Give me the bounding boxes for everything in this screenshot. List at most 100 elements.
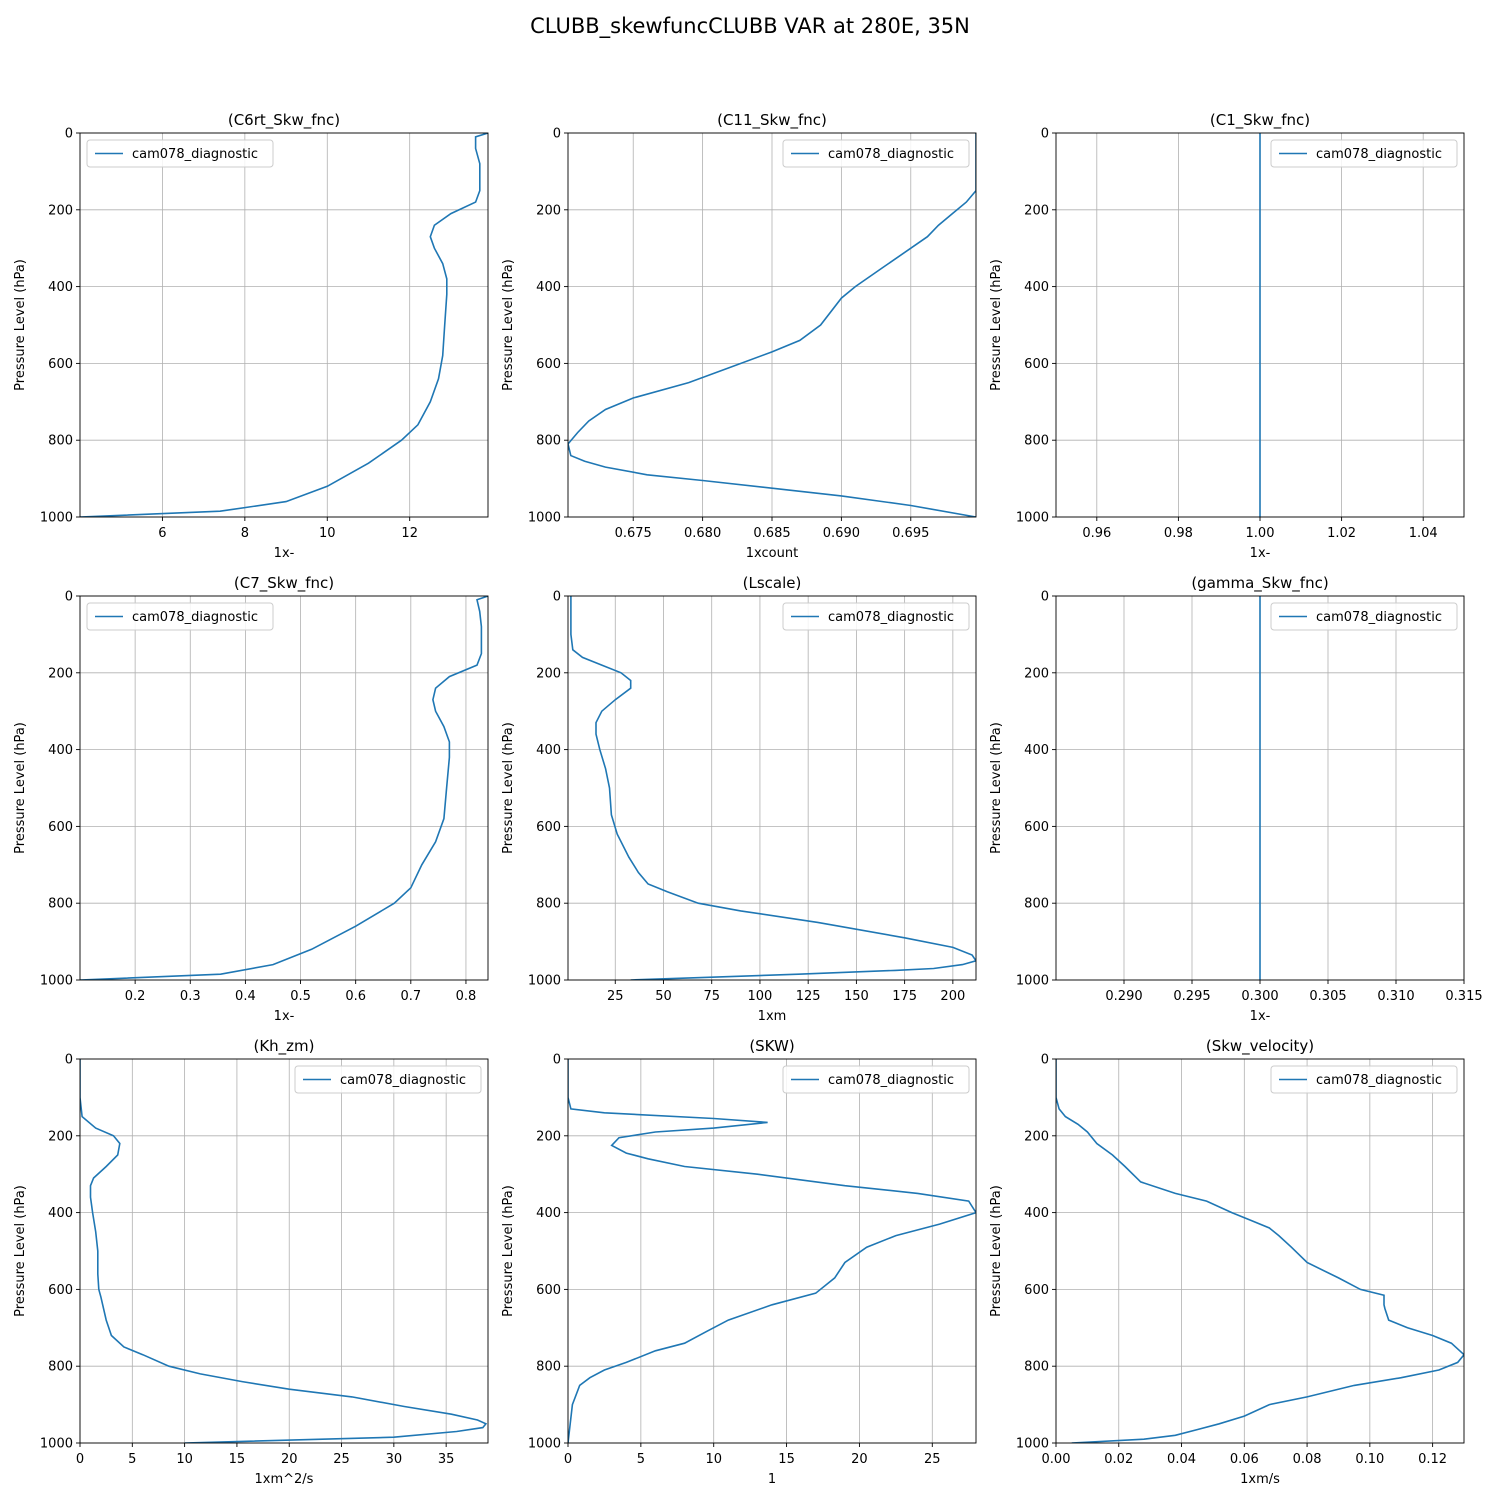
- y-tick-label: 200: [1024, 666, 1049, 681]
- x-tick-label: 25: [333, 1452, 350, 1467]
- axes-frame: [567, 1058, 977, 1444]
- y-tick-label: 800: [536, 1360, 561, 1375]
- x-tick-label: 0.4: [235, 989, 256, 1004]
- y-axis-label: Pressure Level (hPa): [501, 259, 516, 391]
- y-tick-label: 600: [48, 820, 73, 835]
- x-tick-label: 200: [940, 989, 965, 1004]
- series-line-cam078-diagnostic: [568, 133, 976, 517]
- x-axis-label: 1x-: [1250, 546, 1271, 561]
- y-axis-label: Pressure Level (hPa): [13, 722, 28, 854]
- x-axis-label: 1: [768, 1472, 776, 1487]
- y-tick-label: 400: [48, 743, 73, 758]
- x-tick-label: 0.08: [1293, 1452, 1322, 1467]
- y-axis-label: Pressure Level (hPa): [989, 259, 1004, 391]
- x-tick-label: 25: [924, 1452, 941, 1467]
- y-tick-label: 1000: [528, 511, 561, 526]
- x-tick-label: 0.6: [345, 989, 366, 1004]
- y-tick-label: 200: [536, 1129, 561, 1144]
- legend: cam078_diagnostic: [782, 139, 970, 168]
- legend-box: [782, 1065, 970, 1094]
- subplot-title: (gamma_Skw_fnc): [1191, 574, 1328, 593]
- y-axis-label: Pressure Level (hPa): [13, 259, 28, 391]
- subplot-title: (C11_Skw_fnc): [717, 111, 827, 130]
- x-tick-label: 12: [401, 526, 418, 541]
- y-tick-label: 600: [536, 357, 561, 372]
- x-tick-label: 0.295: [1173, 989, 1210, 1004]
- y-tick-label: 800: [48, 897, 73, 912]
- x-axis-label: 1xm: [758, 1009, 787, 1024]
- y-tick-label: 400: [48, 280, 73, 295]
- x-tick-label: 0.305: [1309, 989, 1346, 1004]
- y-tick-label: 400: [1024, 1206, 1049, 1221]
- y-tick-label: 0: [1041, 590, 1049, 605]
- y-tick-label: 0: [553, 590, 561, 605]
- axes-frame: [79, 595, 489, 981]
- y-tick-label: 200: [48, 203, 73, 218]
- legend-label: cam078_diagnostic: [1316, 610, 1442, 625]
- y-tick-label: 1000: [40, 1437, 73, 1452]
- x-tick-label: 0.96: [1082, 526, 1111, 541]
- x-axis-label: 1xm^2/s: [255, 1472, 314, 1487]
- x-tick-label: 10: [176, 1452, 193, 1467]
- x-tick-label: 1.00: [1246, 526, 1275, 541]
- y-tick-label: 400: [48, 1206, 73, 1221]
- x-tick-label: 10: [705, 1452, 722, 1467]
- x-tick-label: 0.00: [1042, 1452, 1071, 1467]
- x-tick-label: 0.10: [1355, 1452, 1384, 1467]
- y-tick-label: 1000: [1016, 511, 1049, 526]
- x-tick-label: 0.310: [1377, 989, 1414, 1004]
- x-axis-label: 1xm/s: [1240, 1472, 1280, 1487]
- y-tick-label: 800: [1024, 897, 1049, 912]
- y-tick-label: 200: [48, 1129, 73, 1144]
- plot-area: [568, 596, 976, 980]
- x-tick-label: 5: [637, 1452, 645, 1467]
- y-tick-label: 0: [1041, 127, 1049, 142]
- x-axis-label: 1x-: [1250, 1009, 1271, 1024]
- x-tick-label: 0.675: [615, 526, 652, 541]
- series-line-cam078-diagnostic: [1056, 1059, 1464, 1443]
- y-tick-label: 0: [1041, 1053, 1049, 1068]
- x-tick-label: 0: [76, 1452, 84, 1467]
- axes-frame: [1055, 1058, 1465, 1444]
- series-line-cam078-diagnostic: [570, 596, 976, 980]
- y-tick-label: 200: [536, 203, 561, 218]
- y-tick-label: 600: [1024, 357, 1049, 372]
- plot-area: [1056, 1059, 1464, 1443]
- series-line-cam078-diagnostic: [80, 1059, 488, 1443]
- axes-frame: [79, 132, 489, 518]
- legend-label: cam078_diagnostic: [828, 147, 954, 162]
- subplot-1: 6 8 10 12 0 200 400 600 800 1000 (C6rt_Skw_fnc) 1x-…: [13, 111, 489, 561]
- y-tick-label: 200: [1024, 1129, 1049, 1144]
- legend-box: [86, 602, 274, 631]
- subplot-title: (Skw_velocity): [1206, 1037, 1314, 1056]
- x-tick-label: 175: [892, 989, 917, 1004]
- x-tick-label: 5: [128, 1452, 136, 1467]
- x-tick-label: 0.2: [125, 989, 146, 1004]
- legend-label: cam078_diagnostic: [1316, 147, 1442, 162]
- subplot-8: 0 5 10 15 20 25 0 200 400 600 800 1000 (SKW) 1 Pressur…: [501, 1037, 977, 1487]
- subplot-3: 0.96 0.98 1.00 1.02 1.04 0 200 400 600 800 1000 (C1…: [989, 111, 1465, 561]
- legend-label: cam078_diagnostic: [132, 610, 258, 625]
- y-axis-label: Pressure Level (hPa): [501, 1185, 516, 1317]
- subplot-2: 0.675 0.680 0.685 0.690 0.695 0 200 400 600 800 10…: [501, 111, 977, 561]
- y-tick-label: 0: [65, 1053, 73, 1068]
- y-tick-label: 800: [1024, 434, 1049, 449]
- y-tick-label: 1000: [1016, 974, 1049, 989]
- y-tick-label: 400: [536, 280, 561, 295]
- series-line-cam078-diagnostic: [80, 596, 488, 980]
- x-tick-label: 1.04: [1409, 526, 1438, 541]
- plot-area: [80, 596, 488, 980]
- axes-frame: [567, 595, 977, 981]
- plot-area: [568, 1059, 976, 1443]
- legend-label: cam078_diagnostic: [1316, 1073, 1442, 1088]
- x-tick-label: 8: [241, 526, 249, 541]
- y-tick-label: 600: [1024, 1283, 1049, 1298]
- x-tick-label: 20: [851, 1452, 868, 1467]
- y-tick-label: 1000: [528, 1437, 561, 1452]
- x-tick-label: 100: [748, 989, 773, 1004]
- y-tick-label: 400: [536, 743, 561, 758]
- x-axis-label: 1xcount: [746, 546, 798, 561]
- x-tick-label: 0.315: [1445, 989, 1482, 1004]
- y-tick-label: 400: [1024, 280, 1049, 295]
- legend-box: [86, 139, 274, 168]
